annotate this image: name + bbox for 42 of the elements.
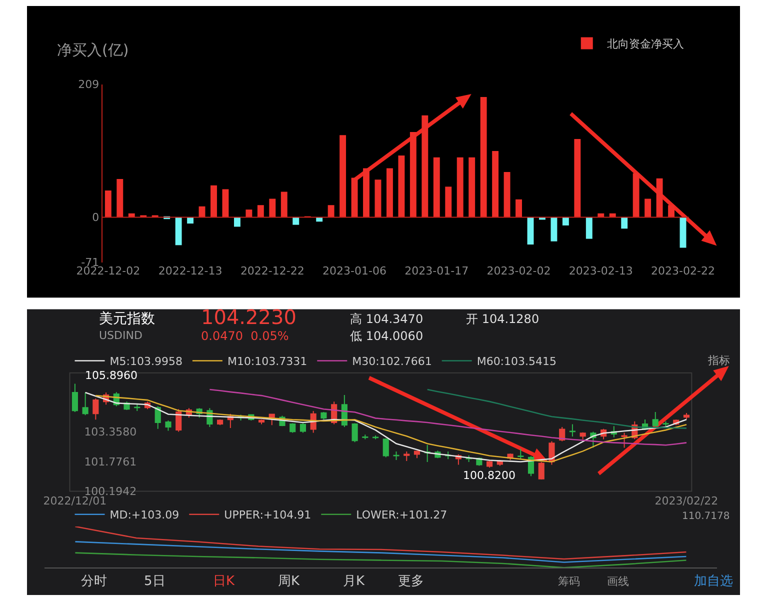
text: 开 104.1280 <box>466 312 540 326</box>
text: 加自选 <box>694 574 733 589</box>
text: 月K <box>343 574 365 589</box>
text: 筹码 <box>558 575 580 588</box>
text: 分时 <box>81 574 107 589</box>
legend-label: MD:+103.09 <box>110 508 180 522</box>
chart-subtitle: USDIND <box>99 329 142 342</box>
text: 高 104.3470 <box>350 312 424 326</box>
x-tick-label: 2022-12-22 <box>240 264 304 278</box>
legend-label: M30:102.7661 <box>352 355 432 368</box>
chart-title: 美元指数 <box>99 311 155 327</box>
text: 指标 <box>707 354 730 367</box>
y-tick-label: 209 <box>78 78 100 92</box>
annotation: 100.8200 <box>463 469 516 482</box>
text: 0.0470 0.05% <box>201 329 289 343</box>
text: 5日 <box>144 574 166 589</box>
annotation: 105.8960 <box>85 369 138 382</box>
text: 周K <box>278 574 300 589</box>
y-tick-label: 101.7761 <box>84 455 137 468</box>
legend-label: 北向资金净买入 <box>606 38 684 51</box>
x-tick-label: 2022-12-13 <box>158 264 222 278</box>
x-tick-label: 2023/02/22 <box>654 494 718 508</box>
x-tick-label: 2023-01-06 <box>322 264 386 278</box>
legend-label: M60:103.5415 <box>476 355 557 368</box>
legend-label: UPPER:+104.91 <box>224 508 312 522</box>
legend-label: LOWER:+101.27 <box>356 508 448 522</box>
x-tick-label: 2023-02-02 <box>486 264 551 278</box>
legend-label: M10:103.7331 <box>227 355 308 368</box>
x-tick-label: 2023-02-13 <box>568 264 633 278</box>
y-tick-label: 0 <box>92 211 100 224</box>
x-tick-label: 2022/12/01 <box>43 494 107 508</box>
text: 110.7178 <box>682 511 730 522</box>
text: 104.2230 <box>201 305 296 329</box>
text: 低 104.0060 <box>350 329 424 343</box>
x-tick-label: 2023-01-17 <box>404 264 469 278</box>
text: 更多 <box>398 574 424 589</box>
text: 画线 <box>607 575 629 588</box>
legend-label: M5:103.9958 <box>110 355 182 368</box>
x-tick-label: 2023-02-22 <box>651 264 715 278</box>
text: 日K <box>213 574 235 589</box>
y-tick-label: 103.3580 <box>84 425 137 438</box>
y-axis-title: 净买入(亿) <box>57 41 129 59</box>
